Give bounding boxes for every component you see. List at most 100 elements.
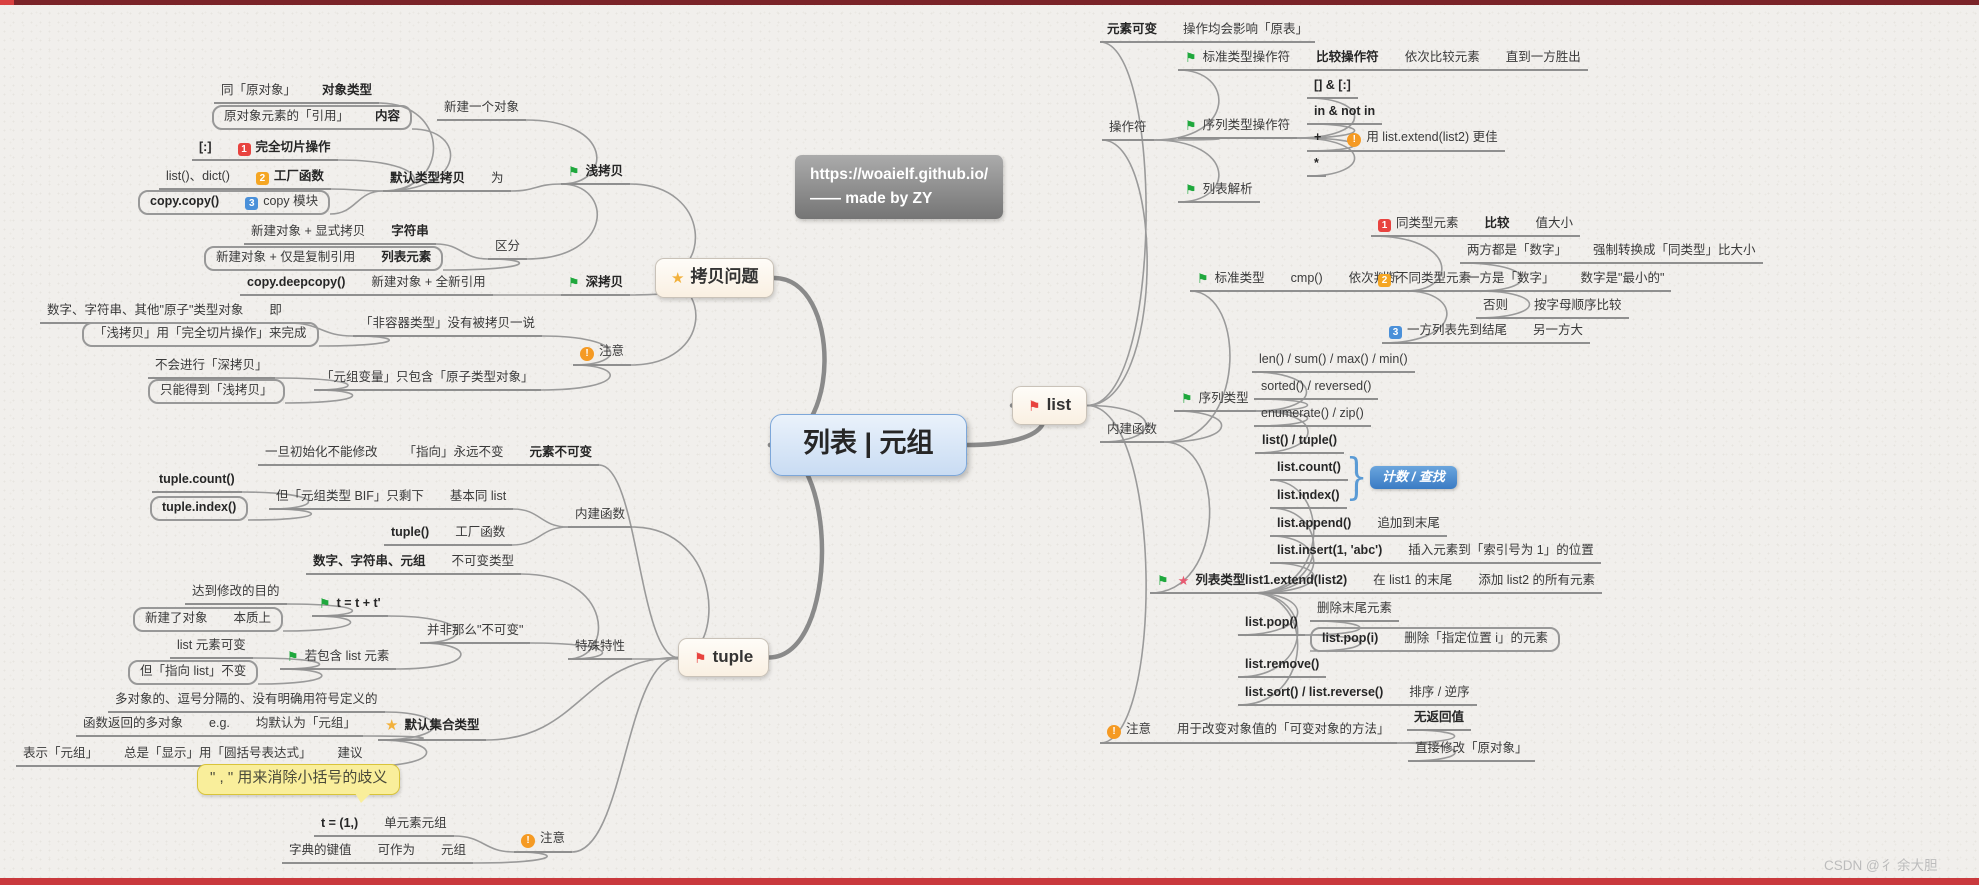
node-in-operator[interactable]: in & not in	[1307, 103, 1383, 125]
node-different-type[interactable]: 2 不同类型元素	[1371, 270, 1479, 292]
node-default-collection[interactable]: ★ 默认集合类型	[378, 716, 487, 741]
node-tuple-index[interactable]: tuple.index()	[150, 496, 249, 521]
node-list-append[interactable]: list.append() 追加到末尾	[1270, 515, 1447, 537]
node-list-tuple-func[interactable]: list() / tuple()	[1255, 432, 1344, 454]
node-t-equals[interactable]: ⚑ t = t + t'	[312, 595, 388, 618]
node-shallow-by-slice[interactable]: 「浅拷贝」用「完全切片操作」来完成	[82, 322, 319, 347]
node-shallow-copy[interactable]: ⚑ 浅拷贝	[561, 163, 631, 186]
node-list-element-copy[interactable]: 新建对象 + 仅是复制引用 列表元素	[204, 246, 444, 271]
central-topic[interactable]: 列表 | 元组	[770, 414, 967, 476]
node-modify-original[interactable]: 直接修改「原对象」	[1408, 740, 1535, 762]
node-noncontainer[interactable]: 「非容器类型」没有被拷贝一说	[353, 315, 543, 337]
node-deep-copy[interactable]: ⚑ 深拷贝	[561, 274, 631, 297]
node-tuple-builtin[interactable]: 内建函数	[568, 506, 633, 528]
node-text: 数字、字符串、元组	[313, 554, 426, 568]
node-one-number[interactable]: 一方是「数字」 数字是"最小的"	[1460, 270, 1672, 292]
node-list-comprehension[interactable]: ⚑ 列表解析	[1178, 181, 1260, 204]
node-list-pop-i[interactable]: list.pop(i) 删除「指定位置 i」的元素	[1310, 627, 1561, 652]
node-string-copy[interactable]: 新建对象 + 显式拷贝 字符串	[244, 223, 436, 245]
node-single-element-tuple[interactable]: t = (1,) 单元素元组	[314, 815, 454, 837]
node-tuple-bif[interactable]: 但「元组类型 BIF」只剩下 基本同 list	[269, 488, 514, 510]
node-plus-operator[interactable]: +! 用 list.extend(list2) 更佳	[1307, 129, 1505, 152]
node-text: 并非那么"不可变"	[427, 623, 524, 637]
node-list-extend[interactable]: list1.extend(list2) 在 list1 的末尾 添加 list2 的…	[1238, 572, 1602, 594]
node-same-type[interactable]: 1 同类型元素 比较 值大小	[1371, 215, 1581, 237]
node-list-note[interactable]: ! 注意 用于改变对象值的「可变对象的方法」	[1100, 721, 1397, 744]
node-list-sort-reverse[interactable]: list.sort() / list.reverse() 排序 / 逆序	[1238, 684, 1477, 706]
node-default-copy[interactable]: 默认类型拷贝 为	[383, 170, 511, 192]
node-tuple-note[interactable]: ! 注意	[514, 830, 573, 853]
node-deepcopy-func[interactable]: copy.deepcopy() 新建对象 + 全新引用	[240, 274, 493, 296]
node-list-insert[interactable]: list.insert(1, 'abc') 插入元素到「索引号为 1」的位置	[1270, 542, 1601, 564]
connector	[1237, 592, 1299, 636]
node-text: 元素可变	[1107, 22, 1158, 36]
node-atomic-types[interactable]: 数字、字符串、其他"原子"类型对象 即	[40, 302, 289, 324]
node-dict-key[interactable]: 字典的键值 可作为 元组	[282, 842, 474, 864]
callout-comma-tip[interactable]: " , " 用来消除小括号的歧义	[197, 764, 401, 803]
connector	[1254, 410, 1309, 454]
node-text: 工厂函数	[273, 169, 324, 183]
node-sorted-reversed[interactable]: sorted() / reversed()	[1254, 378, 1379, 400]
node-list-pop[interactable]: list.pop()	[1238, 614, 1305, 636]
topic-list[interactable]: ⚑ list	[1012, 386, 1088, 425]
node-tuple-factory[interactable]: tuple() 工厂函数	[384, 524, 513, 546]
node-list-elem-mutable[interactable]: list 元素可变	[170, 637, 253, 659]
node-tuple-variable[interactable]: 「元组变量」只包含「原子类型对象」	[314, 369, 541, 391]
connector	[510, 183, 562, 192]
node-copy-note[interactable]: ! 注意	[573, 343, 632, 366]
node-modify-goal[interactable]: 达到修改的目的	[185, 583, 287, 605]
node-operators[interactable]: 操作符	[1102, 119, 1154, 141]
node-distinguish[interactable]: 区分	[488, 238, 528, 260]
label-count-find[interactable]: 计数 / 查找	[1370, 466, 1457, 490]
node-special-traits[interactable]: 特殊特性	[568, 638, 633, 660]
node-sequence-operators[interactable]: ⚑ 序列类型操作符	[1178, 117, 1298, 140]
node-new-object[interactable]: 新建一个对象	[437, 99, 527, 121]
node-no-deepcopy[interactable]: 不会进行「深拷贝」	[148, 357, 275, 379]
flag-green-icon: ⚑	[287, 649, 299, 664]
node-standard-type[interactable]: ⚑ 标准类型 cmp() 依次判断	[1190, 270, 1406, 293]
node-not-so-immutable[interactable]: 并非那么"不可变"	[420, 622, 531, 644]
connector	[395, 642, 462, 670]
node-text: 列表 | 元组	[803, 428, 934, 458]
node-tuple-count[interactable]: tuple.count()	[152, 471, 242, 493]
node-sequence-type[interactable]: ⚑ 序列类型	[1174, 390, 1256, 413]
node-delete-tail[interactable]: 删除末尾元素	[1310, 600, 1400, 622]
node-list-remove[interactable]: list.remove()	[1238, 656, 1327, 678]
node-len-sum-max-min[interactable]: len() / sum() / max() / min()	[1252, 351, 1415, 373]
node-copy-module[interactable]: copy.copy() 3 copy 模块	[138, 190, 331, 215]
node-pointer-fixed[interactable]: 但「指向 list」不变	[128, 660, 259, 685]
node-enumerate-zip[interactable]: enumerate() / zip()	[1254, 405, 1371, 427]
node-list-ends-first[interactable]: 3 一方列表先到结尾 另一方大	[1382, 322, 1591, 344]
node-list-type[interactable]: ⚑ ★ 列表类型	[1150, 572, 1253, 595]
node-builtin-functions[interactable]: 内建函数	[1100, 421, 1165, 443]
node-list-count[interactable]: list.count()	[1270, 459, 1348, 481]
topic-copy-question[interactable]: ★ 拷贝问题	[655, 258, 775, 298]
node-bracket-operators[interactable]: [] & [:]	[1307, 77, 1358, 99]
topic-tuple[interactable]: ⚑ tuple	[678, 638, 770, 677]
connector	[1296, 97, 1356, 139]
connector	[382, 128, 452, 192]
node-standard-operators[interactable]: ⚑ 标准类型操作符 比较操作符 依次比较元素 直到一方胜出	[1178, 49, 1588, 72]
node-multi-object[interactable]: 多对象的、逗号分隔的、没有明确用符号定义的	[108, 691, 385, 713]
node-both-numbers[interactable]: 两方都是「数字」 强制转换成「同类型」比大小	[1460, 242, 1763, 264]
node-function-return[interactable]: 函数返回的多对象 e.g. 均默认为「元组」	[76, 715, 363, 737]
node-star-operator[interactable]: *	[1307, 155, 1326, 177]
node-else-alpha[interactable]: 否则 按字母顺序比较	[1476, 297, 1629, 319]
node-factory-func[interactable]: list()、dict() 2 工厂函数	[159, 168, 331, 190]
node-new-object-essence[interactable]: 新建了对象 本质上	[133, 607, 284, 632]
node-if-contains-list[interactable]: ⚑ 若包含 list 元素	[280, 648, 397, 671]
node-mutable[interactable]: 元素可变 操作均会影响「原表」	[1100, 21, 1316, 43]
node-tuple-expression[interactable]: 表示「元组」 总是「显示」用「圆括号表达式」 建议	[16, 745, 370, 767]
top-edge-bar	[0, 0, 1979, 5]
node-only-shallow[interactable]: 只能得到「浅拷贝」	[148, 379, 285, 404]
node-immutable[interactable]: 一旦初始化不能修改 「指向」永远不变 元素不可变	[258, 444, 600, 466]
warn-icon: !	[1107, 725, 1121, 739]
node-text: 字符串	[391, 224, 429, 238]
node-object-type[interactable]: 同「原对象」 对象类型	[214, 82, 380, 104]
node-full-slice[interactable]: [:] 1 完全切片操作	[192, 139, 338, 161]
node-immutable-types[interactable]: 数字、字符串、元组 不可变类型	[306, 553, 522, 575]
node-no-return[interactable]: 无返回值	[1407, 709, 1472, 731]
node-content-ref[interactable]: 原对象元素的「引用」 内容	[212, 105, 413, 130]
node-list-index[interactable]: list.index()	[1270, 487, 1347, 509]
